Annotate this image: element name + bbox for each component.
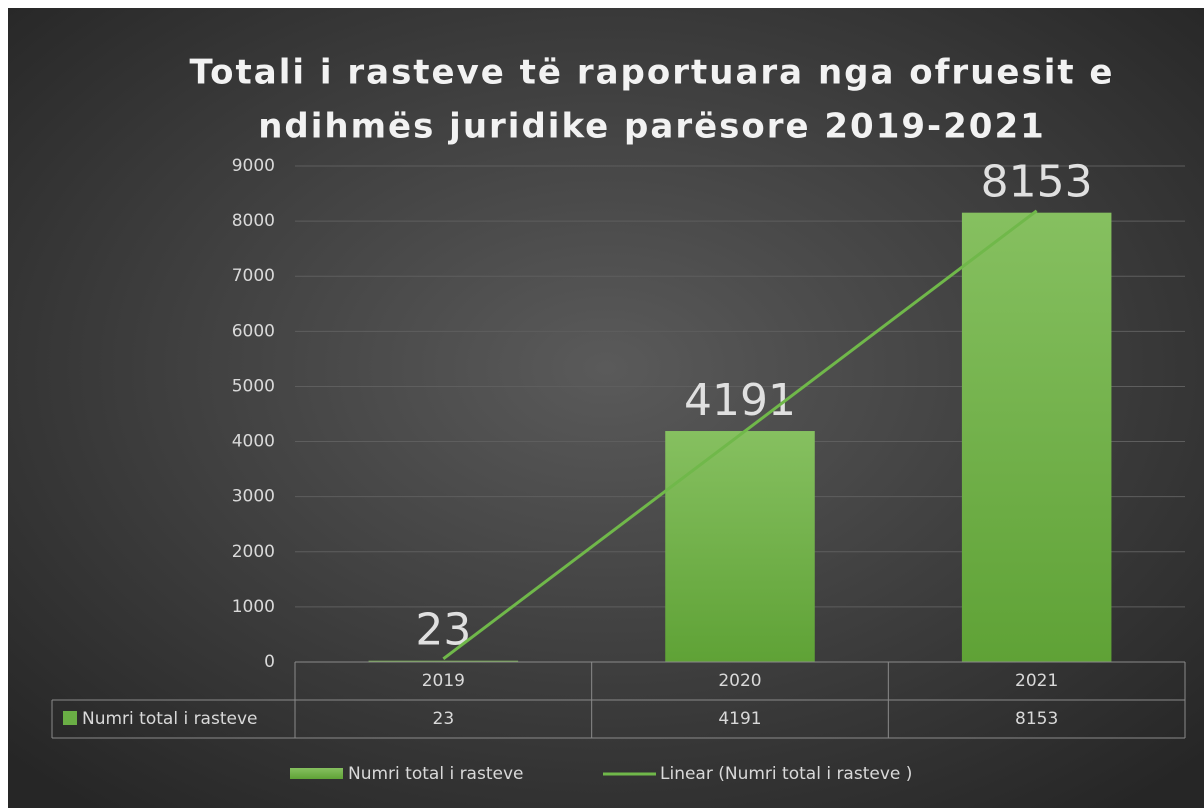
y-tick-label: 7000 bbox=[232, 266, 275, 286]
legend-label: Numri total i rasteve bbox=[348, 764, 523, 784]
y-tick-label: 6000 bbox=[232, 321, 275, 341]
y-tick-label: 2000 bbox=[232, 542, 275, 562]
y-tick-label: 0 bbox=[264, 652, 275, 672]
trendline bbox=[442, 209, 1038, 661]
bar bbox=[368, 660, 519, 662]
data-label: 23 bbox=[415, 605, 471, 656]
y-tick-label: 3000 bbox=[232, 487, 275, 507]
legend-label: Linear (Numri total i rasteve ) bbox=[660, 764, 912, 784]
x-tick-label: 2021 bbox=[1015, 671, 1058, 691]
x-tick-label: 2019 bbox=[422, 671, 465, 691]
bar bbox=[665, 431, 815, 662]
chart-title: Totali i rasteve të raportuara nga ofrue… bbox=[189, 53, 1114, 93]
chart-subtitle: ndihmës juridike parësore 2019-2021 bbox=[258, 107, 1046, 147]
y-tick-label: 4000 bbox=[232, 432, 275, 452]
table-value: 8153 bbox=[1015, 709, 1058, 729]
bar bbox=[961, 212, 1112, 662]
table-value: 23 bbox=[433, 709, 455, 729]
x-tick-label: 2020 bbox=[718, 671, 761, 691]
data-label: 4191 bbox=[684, 375, 796, 426]
table-value: 4191 bbox=[718, 709, 761, 729]
y-tick-label: 1000 bbox=[232, 597, 275, 617]
y-tick-label: 8000 bbox=[232, 211, 275, 231]
y-tick-label: 5000 bbox=[232, 376, 275, 396]
y-tick-label: 9000 bbox=[232, 156, 275, 176]
legend-key bbox=[290, 768, 343, 779]
data-label: 8153 bbox=[981, 157, 1093, 208]
table-series-name: Numri total i rasteve bbox=[82, 709, 257, 729]
table-legend-key bbox=[63, 711, 77, 725]
